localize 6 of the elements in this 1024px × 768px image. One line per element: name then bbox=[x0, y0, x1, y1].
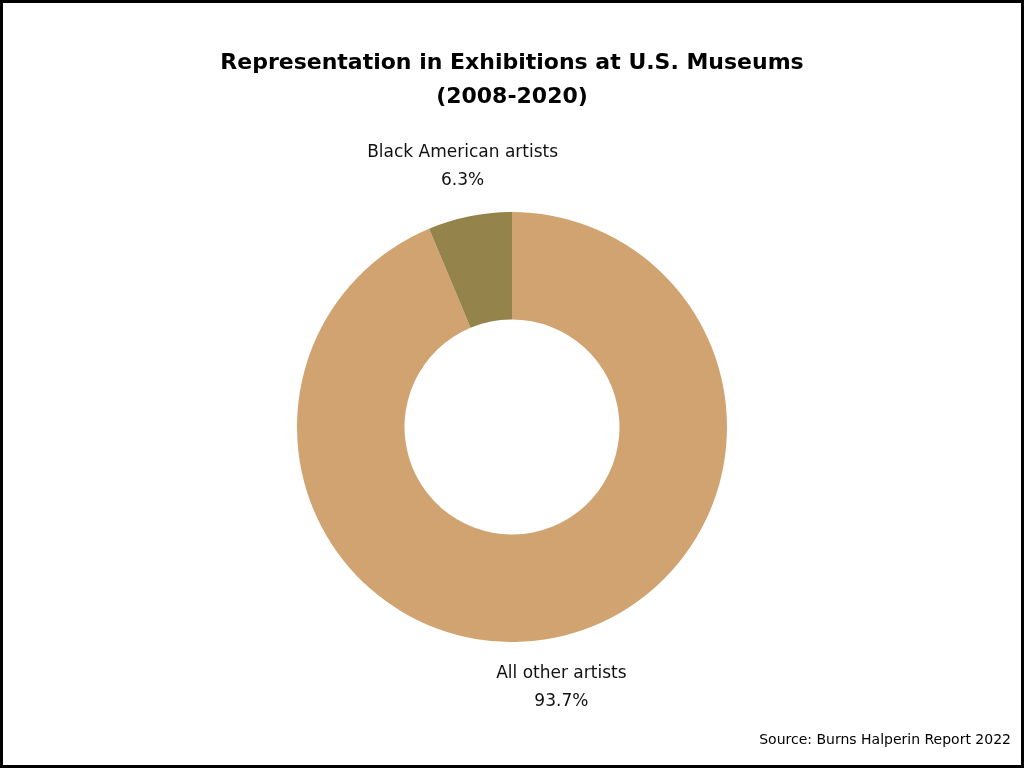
source-note: Source: Burns Halperin Report 2022 bbox=[759, 731, 1011, 747]
slice-label: Black American artists bbox=[367, 141, 559, 162]
data-label: 93.7% bbox=[534, 689, 589, 710]
chart-title: Representation in Exhibitions at U.S. Museums (2008-2020) bbox=[219, 48, 805, 110]
data-label: 6.3% bbox=[441, 169, 485, 190]
slice-label: All other artists bbox=[496, 661, 627, 682]
